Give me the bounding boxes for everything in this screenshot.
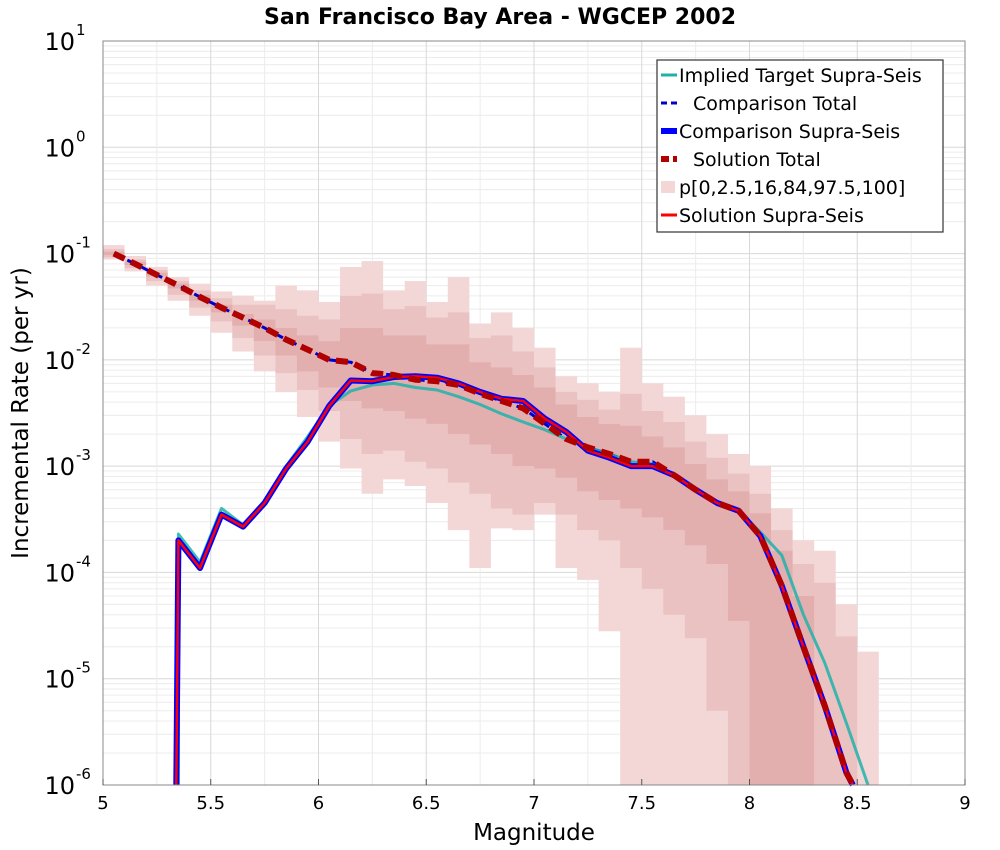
y-tick-exponent: 0 [76,127,86,145]
chart-title: San Francisco Bay Area - WGCEP 2002 [264,5,736,30]
y-tick-base: 10 [44,666,75,694]
x-axis-ticks: 5 5.5 6 6.5 7 7.5 8 8.5 9 [97,779,971,814]
legend-item-solution-supra-seis: Solution Supra-Seis [661,205,864,227]
legend-item-implied-target-supra-seis: Implied Target Supra-Seis [661,65,922,87]
legend-label: p[0,2.5,16,84,97.5,100] [679,177,905,199]
x-tick-label: 5.5 [196,793,225,814]
legend-label: Comparison Supra-Seis [679,121,900,143]
y-tick-label: 10 -5 [44,659,91,694]
y-axis-title: Incremental Rate (per yr) [8,267,34,559]
legend-swatch [661,181,675,193]
legend-item-p-0-2-5-16-84-97-5-100: p[0,2.5,16,84,97.5,100] [661,177,905,199]
y-tick-label: 10 -3 [44,446,91,481]
y-tick-exponent: -4 [76,552,91,570]
y-tick-base: 10 [44,28,75,56]
y-tick-exponent: -5 [76,659,91,677]
x-tick-label: 5 [97,793,108,814]
x-tick-label: 6.5 [412,793,441,814]
y-tick-base: 10 [44,453,75,481]
legend-label: Comparison Total [693,93,857,115]
y-tick-label: 10 -6 [44,765,91,800]
x-tick-label: 6 [313,793,324,814]
y-tick-exponent: -2 [76,340,91,358]
y-tick-label: 10 -2 [44,340,91,375]
y-tick-exponent: -1 [76,234,91,252]
legend: Implied Target Supra-Seis Comparison Tota… [656,59,944,233]
legend-label: Solution Total [693,149,821,171]
x-axis-title: Magnitude [473,820,595,846]
y-tick-exponent: 1 [76,21,86,39]
y-tick-base: 10 [44,241,75,269]
y-tick-exponent: -3 [76,446,91,464]
x-tick-label: 8.5 [843,793,872,814]
legend-label: Implied Target Supra-Seis [679,65,922,87]
legend-item-comparison-supra-seis: Comparison Supra-Seis [661,121,900,143]
y-tick-label: 10 -4 [44,552,91,587]
x-tick-label: 7.5 [627,793,656,814]
band-p-16-84 [103,251,815,785]
legend-item-solution-total: Solution Total [661,149,821,171]
x-tick-label: 7 [528,793,539,814]
y-tick-base: 10 [44,772,75,800]
series-lines [112,250,870,787]
legend-item-comparison-total: Comparison Total [661,93,857,115]
y-tick-base: 10 [44,559,75,587]
y-tick-label: 10 0 [44,127,85,162]
y-tick-label: 10 -1 [44,234,91,269]
y-tick-base: 10 [44,347,75,375]
y-tick-base: 10 [44,134,75,162]
y-tick-exponent: -6 [76,765,91,783]
x-tick-label: 9 [959,793,970,814]
y-tick-label: 10 1 [44,21,85,56]
percentile-bands [103,245,879,786]
legend-box [656,59,944,233]
x-tick-label: 8 [744,793,755,814]
series-solution-supra-seis [175,375,855,786]
series-solution-total [112,250,856,787]
legend-label: Solution Supra-Seis [679,205,864,227]
